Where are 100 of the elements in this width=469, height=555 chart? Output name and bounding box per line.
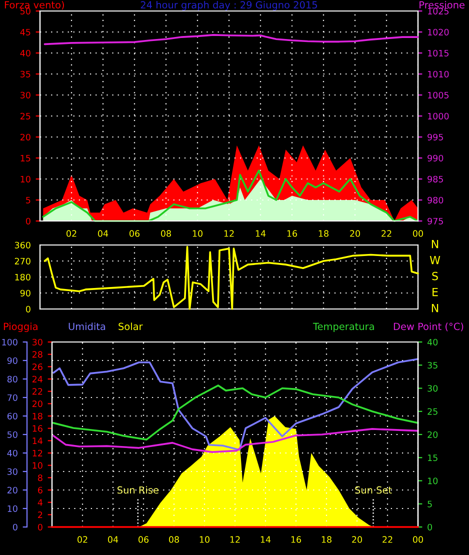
y2-tick-label: 30 bbox=[428, 385, 438, 392]
x-tick-label: 08 bbox=[161, 230, 171, 237]
y2-tick-label: 1025 bbox=[428, 8, 449, 14]
y-tick-label: 45 bbox=[20, 28, 30, 36]
x-tick-label: 02 bbox=[78, 536, 88, 543]
text: N bbox=[432, 304, 438, 312]
text: W bbox=[430, 256, 440, 264]
x-tick-label: 00 bbox=[413, 536, 423, 543]
y2-tick-label: 975 bbox=[428, 218, 443, 224]
y3-tick-label: 24 bbox=[32, 376, 42, 382]
y3-tick-label: 14 bbox=[32, 438, 42, 444]
text: Solar bbox=[118, 322, 143, 330]
text: Pioggia bbox=[4, 322, 38, 332]
text: S bbox=[432, 272, 438, 280]
y-tick-label: 0 bbox=[26, 306, 30, 312]
line-series bbox=[52, 358, 419, 451]
x-tick-label: 18 bbox=[322, 536, 332, 543]
y2-tick-label: 995 bbox=[428, 134, 443, 140]
y2-tick-label: 1010 bbox=[428, 70, 449, 78]
x-tick-label: 22 bbox=[382, 536, 392, 543]
y-tick-label: 180 bbox=[15, 274, 30, 280]
y-tick-label: 10 bbox=[8, 505, 18, 512]
y-tick-label: 0 bbox=[26, 218, 30, 224]
y2-tick-label: 1020 bbox=[428, 28, 449, 36]
x-tick-label: 04 bbox=[98, 230, 108, 237]
y2-tick-label: 980 bbox=[428, 196, 444, 204]
y3-tick-label: 20 bbox=[32, 400, 42, 408]
y3-tick-label: 26 bbox=[32, 363, 42, 370]
y-tick-label: 90 bbox=[20, 290, 30, 296]
y2-tick-label: 1005 bbox=[428, 92, 449, 98]
x-tick-label: 12 bbox=[230, 536, 240, 543]
line-series bbox=[44, 246, 419, 310]
y-axis-title: Forza vento) bbox=[4, 1, 64, 10]
text: E bbox=[432, 288, 438, 296]
text: Temperatura bbox=[312, 322, 374, 332]
y2-axis-title: Pressione bbox=[420, 1, 464, 9]
y3-tick-label: 28 bbox=[32, 351, 42, 358]
y-tick-label: 20 bbox=[7, 486, 18, 494]
y-tick-label: 20 bbox=[20, 134, 30, 140]
line-series bbox=[52, 384, 419, 440]
y-tick-label: 15 bbox=[20, 154, 30, 162]
y3-tick-label: 10 bbox=[32, 462, 42, 469]
y-tick-label: 30 bbox=[8, 468, 18, 475]
x-tick-label: 02 bbox=[66, 230, 76, 237]
y-tick-label: 30 bbox=[20, 92, 30, 98]
x-tick-label: 14 bbox=[256, 230, 266, 237]
y-tick-label: 50 bbox=[20, 8, 30, 14]
line-series bbox=[42, 170, 419, 222]
ref-line-label: Sun Rise bbox=[118, 486, 158, 494]
text: Dew Point (°C) bbox=[394, 322, 464, 332]
x-tick-label: 06 bbox=[138, 536, 149, 543]
x-tick-label: 12 bbox=[224, 230, 234, 237]
y2-tick-label: 15 bbox=[428, 454, 438, 462]
x-tick-label: 08 bbox=[169, 536, 179, 543]
y-tick-label: 25 bbox=[20, 112, 30, 120]
y3-tick-label: 0 bbox=[38, 524, 42, 530]
y3-tick-label: 12 bbox=[32, 450, 42, 456]
y-tick-label: 60 bbox=[7, 412, 18, 420]
y-tick-label: 10 bbox=[20, 176, 30, 182]
x-tick-label: 10 bbox=[200, 536, 210, 543]
x-tick-label: 04 bbox=[108, 536, 118, 543]
y3-tick-label: 4 bbox=[38, 499, 42, 506]
y3-tick-label: 22 bbox=[32, 388, 42, 395]
x-tick-label: 06 bbox=[130, 230, 140, 237]
y2-tick-label: 990 bbox=[428, 154, 444, 162]
line-series bbox=[52, 428, 419, 453]
y2-tick-label: 985 bbox=[428, 176, 443, 182]
y-tick-label: 0 bbox=[12, 524, 18, 530]
y3-tick-label: 6 bbox=[38, 486, 42, 494]
y2-tick-label: 1015 bbox=[428, 50, 449, 56]
y2-tick-label: 0 bbox=[428, 524, 432, 530]
y2-tick-label: 10 bbox=[428, 478, 438, 484]
y2-tick-label: 1000 bbox=[428, 112, 449, 120]
x-tick-label: 16 bbox=[287, 230, 298, 237]
x-tick-label: 20 bbox=[350, 230, 360, 237]
y-tick-label: 80 bbox=[7, 376, 18, 382]
y-tick-label: 40 bbox=[20, 50, 30, 56]
line-series bbox=[44, 34, 419, 46]
y2-tick-label: 5 bbox=[428, 500, 432, 508]
y3-tick-label: 8 bbox=[38, 474, 42, 482]
text: N bbox=[432, 240, 438, 248]
x-tick-label: 20 bbox=[352, 536, 362, 543]
y-tick-label: 35 bbox=[20, 70, 30, 78]
y2-tick-label: 20 bbox=[428, 431, 438, 438]
ref-line-label: Sun Set bbox=[355, 486, 392, 494]
y3-tick-label: 16 bbox=[32, 425, 42, 432]
y-tick-label: 40 bbox=[7, 450, 18, 456]
y3-tick-label: 2 bbox=[38, 511, 42, 518]
x-tick-label: 00 bbox=[413, 230, 423, 237]
x-tick-label: 10 bbox=[192, 230, 202, 237]
y-tick-label: 100 bbox=[2, 338, 18, 346]
y-tick-label: 90 bbox=[7, 357, 18, 364]
y2-tick-label: 25 bbox=[428, 408, 438, 415]
x-tick-label: 14 bbox=[260, 536, 271, 543]
x-tick-label: 16 bbox=[291, 536, 302, 543]
y3-tick-label: 18 bbox=[32, 412, 42, 420]
text: Umidita bbox=[68, 322, 106, 330]
y-tick-label: 50 bbox=[8, 431, 18, 438]
y3-tick-label: 30 bbox=[32, 338, 42, 346]
x-tick-label: 18 bbox=[318, 230, 328, 237]
